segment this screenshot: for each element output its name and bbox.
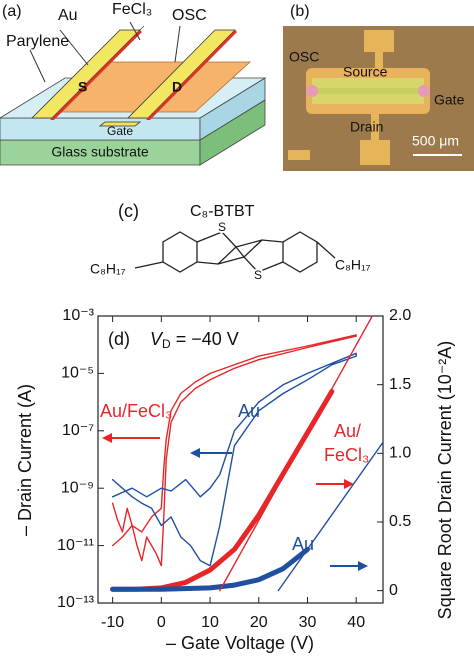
y-axis-title: – Drain Current (A) xyxy=(15,384,35,536)
label-drain: Drain xyxy=(350,119,383,135)
y-tick-label: 10⁻¹¹ xyxy=(57,537,94,554)
x-tick-label: 10 xyxy=(201,614,219,631)
label-fecl3: FeCl₃ xyxy=(112,1,152,18)
arrowhead xyxy=(102,433,112,443)
panel-label: (d) xyxy=(108,329,130,349)
series-line xyxy=(219,316,373,592)
x-tick-label: 20 xyxy=(250,614,268,631)
contact xyxy=(306,85,318,97)
series-line xyxy=(111,334,357,567)
bond xyxy=(316,241,336,259)
y-tick-label: 10⁻⁹ xyxy=(61,479,94,496)
panel-c xyxy=(134,231,336,273)
channel-gap xyxy=(312,88,424,94)
label-osc: OSC xyxy=(172,7,207,24)
label-substrate: Glass substrate xyxy=(51,144,148,160)
pad xyxy=(364,30,394,52)
x-tick-label: 40 xyxy=(347,614,365,631)
annotation: Au/ xyxy=(334,421,361,441)
series-label: Au xyxy=(238,401,260,421)
label-gate: Gate xyxy=(434,92,465,108)
label-d: D xyxy=(172,79,182,95)
substituent: C₈H₁₇ xyxy=(90,261,126,277)
plot-area xyxy=(110,316,383,592)
panel-label: (c) xyxy=(118,201,139,221)
label-osc: OSC xyxy=(289,49,319,65)
label-s: S xyxy=(78,79,87,95)
arrowhead xyxy=(190,448,200,458)
bond xyxy=(217,256,245,265)
leader-line xyxy=(129,21,141,41)
fecl3-layer xyxy=(50,30,142,120)
leader-line xyxy=(59,29,89,66)
pad-lead xyxy=(375,50,383,72)
arrowhead xyxy=(358,561,368,571)
sulfur: S xyxy=(218,220,226,234)
fecl3-layer xyxy=(146,30,237,120)
series-label: Au/FeCl₃ xyxy=(100,401,172,421)
x-tick-label: -10 xyxy=(101,614,124,631)
label-gate: Gate xyxy=(107,124,133,138)
gate-electrode xyxy=(98,121,142,127)
sqrt-data-line xyxy=(110,389,335,592)
thiophene-ring xyxy=(196,231,237,265)
label-scale: 500 μm xyxy=(412,133,459,149)
y2-tick-label: 2.0 xyxy=(389,307,411,324)
label-parylene: Parylene xyxy=(6,33,69,50)
series-line xyxy=(111,352,357,567)
sqrt-data-line xyxy=(110,546,310,592)
bond xyxy=(235,246,245,258)
y2-tick-label: 0 xyxy=(389,582,398,599)
leader-line xyxy=(174,25,181,63)
arrows xyxy=(102,433,368,571)
y2-axis-title: Square Root Drain Current (10⁻²A) xyxy=(435,341,455,620)
condition: VD = −40 V xyxy=(150,329,239,351)
leader-line xyxy=(29,49,46,83)
y2-tick-label: 1.5 xyxy=(389,376,411,393)
pad-lead xyxy=(371,112,379,142)
x-tick-label: 30 xyxy=(299,614,317,631)
panel-b: (b) OSC Source Gate Drain 500 μm xyxy=(283,3,474,171)
plot-frame xyxy=(97,315,384,604)
condition-text: = −40 V xyxy=(171,329,239,349)
y2-tick-label: 1.0 xyxy=(389,445,411,462)
y-tick-label: 10⁻¹³ xyxy=(57,594,95,611)
label-au: Au xyxy=(58,7,78,24)
molecule-name: C₈-BTBT xyxy=(190,203,255,220)
panel-a: (a) Au FeCl₃ OSC Parylene S D Gate Glass… xyxy=(0,1,267,166)
arrowhead xyxy=(344,479,354,489)
label-source: Source xyxy=(343,64,388,80)
panel-label: (a) xyxy=(2,3,22,20)
contact xyxy=(418,85,430,97)
annotation: FeCl₃ xyxy=(324,445,369,465)
y-tick-label: 10⁻³ xyxy=(62,307,94,324)
annotation: Au xyxy=(292,534,314,554)
bond xyxy=(235,239,263,248)
y-tick-label: 10⁻⁵ xyxy=(61,365,94,382)
x-axis-title: – Gate Voltage (V) xyxy=(166,633,314,653)
benzene-ring xyxy=(162,231,198,273)
sulfur: S xyxy=(254,268,262,282)
x-tick-label: 0 xyxy=(157,614,166,631)
y-tick-label: 10⁻⁷ xyxy=(62,422,94,439)
substituent: C₈H₁₇ xyxy=(335,257,371,273)
pad xyxy=(360,140,390,165)
bond xyxy=(134,261,164,269)
condition-subscript: D xyxy=(162,337,171,351)
series-line xyxy=(277,441,383,592)
thiophene-ring xyxy=(243,239,284,273)
panel-label: (b) xyxy=(290,3,310,20)
condition-symbol: V xyxy=(150,329,164,349)
marker xyxy=(288,150,310,160)
parylene-front xyxy=(0,117,201,141)
benzene-ring xyxy=(282,231,318,273)
y2-tick-label: 0.5 xyxy=(389,513,411,530)
